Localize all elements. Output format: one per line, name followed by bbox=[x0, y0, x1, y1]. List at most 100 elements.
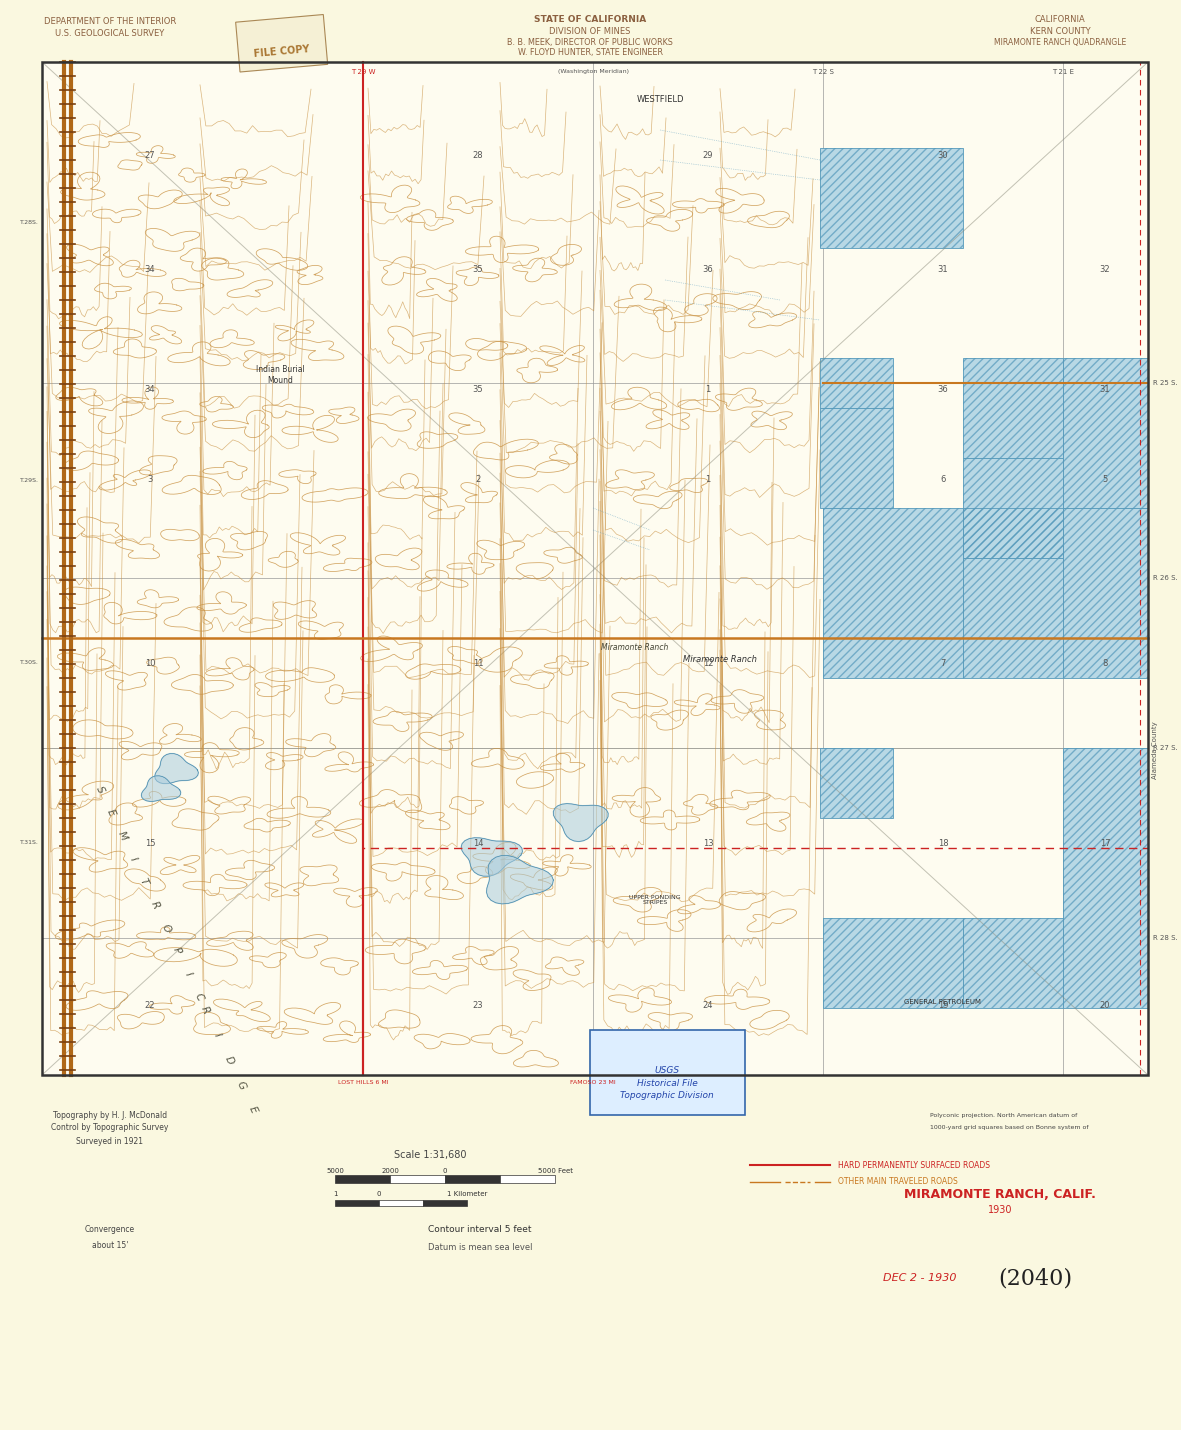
Text: D: D bbox=[223, 1054, 235, 1065]
Bar bbox=[820, 147, 963, 247]
Text: 3: 3 bbox=[148, 476, 152, 485]
Text: 7: 7 bbox=[940, 658, 946, 668]
Text: R 26 S.: R 26 S. bbox=[1153, 575, 1177, 581]
Text: P: P bbox=[171, 947, 183, 955]
Text: Surveyed in 1921: Surveyed in 1921 bbox=[77, 1137, 144, 1145]
Text: R: R bbox=[149, 899, 161, 911]
Text: 19: 19 bbox=[938, 1001, 948, 1011]
Text: G: G bbox=[235, 1080, 247, 1091]
Text: 15: 15 bbox=[145, 838, 155, 848]
Text: 27: 27 bbox=[145, 150, 156, 160]
Text: T 29 W: T 29 W bbox=[351, 69, 376, 74]
Text: WESTFIELD: WESTFIELD bbox=[637, 96, 684, 104]
Polygon shape bbox=[553, 804, 608, 841]
Text: 11: 11 bbox=[472, 658, 483, 668]
Text: 5000 Feet: 5000 Feet bbox=[537, 1168, 573, 1174]
Text: 1930: 1930 bbox=[987, 1205, 1012, 1216]
Text: MIRAMONTE RANCH, CALIF.: MIRAMONTE RANCH, CALIF. bbox=[905, 1188, 1096, 1201]
Bar bbox=[963, 458, 1063, 558]
Text: B. B. MEEK, DIRECTOR OF PUBLIC WORKS: B. B. MEEK, DIRECTOR OF PUBLIC WORKS bbox=[507, 37, 673, 47]
Bar bbox=[963, 558, 1063, 678]
Text: T 21 E: T 21 E bbox=[1052, 69, 1074, 74]
Text: Topography by H. J. McDonald: Topography by H. J. McDonald bbox=[53, 1111, 167, 1120]
Text: R 27 S.: R 27 S. bbox=[1153, 745, 1177, 751]
Bar bbox=[423, 1200, 466, 1205]
Bar bbox=[823, 508, 963, 678]
Text: Indian Burial
Mound: Indian Burial Mound bbox=[255, 365, 305, 385]
Text: M: M bbox=[116, 829, 129, 842]
Text: 18: 18 bbox=[938, 838, 948, 848]
Text: O: O bbox=[159, 922, 172, 934]
Text: U.S. GEOLOGICAL SURVEY: U.S. GEOLOGICAL SURVEY bbox=[56, 29, 164, 37]
Text: FILE COPY: FILE COPY bbox=[254, 44, 311, 60]
Text: DIVISION OF MINES: DIVISION OF MINES bbox=[549, 27, 631, 36]
Text: DEPARTMENT OF THE INTERIOR: DEPARTMENT OF THE INTERIOR bbox=[44, 17, 176, 27]
Bar bbox=[820, 147, 963, 247]
Text: 30: 30 bbox=[938, 150, 948, 160]
Text: DEC 2 - 1930: DEC 2 - 1930 bbox=[883, 1273, 957, 1283]
Text: R 25 S.: R 25 S. bbox=[1153, 380, 1177, 386]
Text: 35: 35 bbox=[472, 266, 483, 275]
Text: Polyconic projection. North American datum of: Polyconic projection. North American dat… bbox=[929, 1113, 1077, 1117]
Bar bbox=[43, 61, 1148, 1075]
Text: Contour interval 5 feet: Contour interval 5 feet bbox=[429, 1226, 531, 1234]
Text: 31: 31 bbox=[1100, 386, 1110, 395]
Text: 29: 29 bbox=[703, 150, 713, 160]
Text: 2: 2 bbox=[476, 476, 481, 485]
Text: 35: 35 bbox=[472, 386, 483, 395]
Text: 12: 12 bbox=[703, 658, 713, 668]
Text: FAMOSO 23 MI: FAMOSO 23 MI bbox=[570, 1080, 615, 1084]
Bar bbox=[236, 14, 327, 72]
Bar bbox=[379, 1200, 423, 1205]
Text: 24: 24 bbox=[703, 1001, 713, 1011]
Polygon shape bbox=[461, 838, 522, 877]
Text: 5: 5 bbox=[1102, 476, 1108, 485]
Text: R 28 S.: R 28 S. bbox=[1153, 935, 1177, 941]
Text: 5000: 5000 bbox=[326, 1168, 344, 1174]
Bar bbox=[820, 408, 893, 508]
Text: T: T bbox=[138, 877, 150, 887]
Text: 14: 14 bbox=[472, 838, 483, 848]
Bar bbox=[963, 918, 1063, 1008]
Text: 36: 36 bbox=[938, 386, 948, 395]
Text: 1: 1 bbox=[333, 1191, 338, 1197]
Text: T.30S.: T.30S. bbox=[20, 661, 39, 665]
Text: Scale 1:31,680: Scale 1:31,680 bbox=[393, 1150, 466, 1160]
Bar bbox=[963, 458, 1063, 558]
Bar bbox=[963, 558, 1063, 678]
Bar bbox=[823, 918, 963, 1008]
Text: (2040): (2040) bbox=[998, 1267, 1072, 1288]
Text: 2000: 2000 bbox=[381, 1168, 399, 1174]
Text: T.29S.: T.29S. bbox=[20, 478, 39, 482]
Text: 1000-yard grid squares based on Bonne system of: 1000-yard grid squares based on Bonne sy… bbox=[929, 1125, 1089, 1131]
Bar bbox=[963, 508, 1063, 558]
Bar bbox=[1063, 358, 1148, 508]
Text: I: I bbox=[128, 855, 138, 862]
Text: I: I bbox=[183, 971, 194, 978]
Text: W. FLOYD HUNTER, STATE ENGINEER: W. FLOYD HUNTER, STATE ENGINEER bbox=[517, 47, 663, 57]
Text: 28: 28 bbox=[472, 150, 483, 160]
Text: UPPER PONDING
STRIPES: UPPER PONDING STRIPES bbox=[629, 895, 680, 905]
Bar bbox=[1063, 748, 1148, 1008]
Bar bbox=[335, 1200, 379, 1205]
Bar bbox=[820, 358, 893, 408]
Text: (Washington Meridian): (Washington Meridian) bbox=[557, 70, 628, 74]
Bar bbox=[823, 508, 963, 678]
Text: 0: 0 bbox=[443, 1168, 448, 1174]
Text: OTHER MAIN TRAVELED ROADS: OTHER MAIN TRAVELED ROADS bbox=[839, 1177, 958, 1187]
Text: 34: 34 bbox=[145, 266, 156, 275]
Text: T.28S.: T.28S. bbox=[20, 219, 39, 225]
Text: MIRAMONTE RANCH QUADRANGLE: MIRAMONTE RANCH QUADRANGLE bbox=[994, 37, 1127, 47]
Text: 6: 6 bbox=[940, 476, 946, 485]
Polygon shape bbox=[487, 855, 554, 904]
Text: CALIFORNIA: CALIFORNIA bbox=[1035, 16, 1085, 24]
Text: S: S bbox=[94, 785, 106, 795]
Bar bbox=[963, 918, 1063, 1008]
Text: 31: 31 bbox=[938, 266, 948, 275]
Text: E: E bbox=[247, 1105, 259, 1115]
Text: KERN COUNTY: KERN COUNTY bbox=[1030, 27, 1090, 36]
Text: STATE OF CALIFORNIA: STATE OF CALIFORNIA bbox=[534, 16, 646, 24]
Polygon shape bbox=[142, 776, 181, 801]
Text: I: I bbox=[211, 1031, 222, 1038]
Text: 22: 22 bbox=[145, 1001, 155, 1011]
